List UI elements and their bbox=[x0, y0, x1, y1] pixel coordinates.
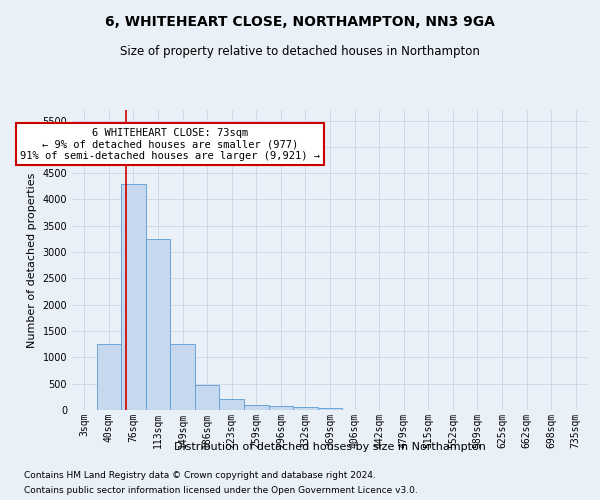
Text: Contains public sector information licensed under the Open Government Licence v3: Contains public sector information licen… bbox=[24, 486, 418, 495]
Bar bbox=[121, 184, 146, 410]
Text: 6 WHITEHEART CLOSE: 73sqm
← 9% of detached houses are smaller (977)
91% of semi-: 6 WHITEHEART CLOSE: 73sqm ← 9% of detach… bbox=[20, 128, 320, 161]
Text: Distribution of detached houses by size in Northampton: Distribution of detached houses by size … bbox=[174, 442, 486, 452]
Bar bbox=[244, 404, 269, 410]
Bar bbox=[170, 344, 195, 410]
Bar bbox=[146, 239, 170, 410]
Bar bbox=[97, 344, 121, 410]
Bar bbox=[293, 408, 318, 410]
Text: 6, WHITEHEART CLOSE, NORTHAMPTON, NN3 9GA: 6, WHITEHEART CLOSE, NORTHAMPTON, NN3 9G… bbox=[105, 15, 495, 29]
Bar bbox=[195, 384, 220, 410]
Bar bbox=[318, 408, 342, 410]
Text: Size of property relative to detached houses in Northampton: Size of property relative to detached ho… bbox=[120, 45, 480, 58]
Bar bbox=[269, 406, 293, 410]
Y-axis label: Number of detached properties: Number of detached properties bbox=[27, 172, 37, 348]
Text: Contains HM Land Registry data © Crown copyright and database right 2024.: Contains HM Land Registry data © Crown c… bbox=[24, 471, 376, 480]
Bar bbox=[220, 400, 244, 410]
